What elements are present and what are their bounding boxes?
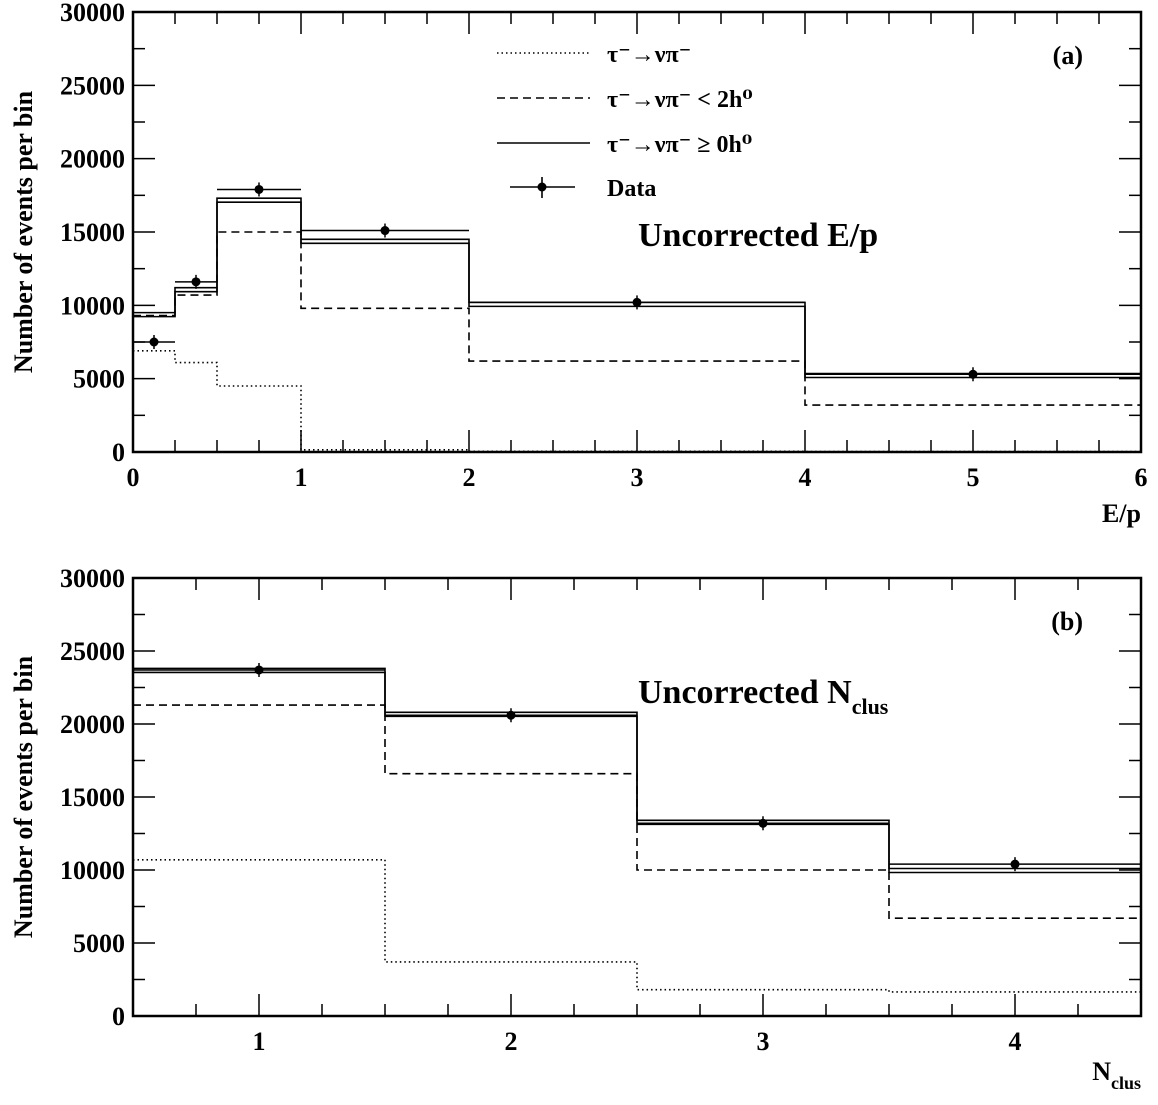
legend-entry-data: Data — [510, 176, 656, 202]
legend-label-data: Data — [607, 176, 656, 202]
y-tick-label: 30000 — [60, 0, 125, 27]
x-axis-label-b-main: N — [1092, 1057, 1111, 1086]
x-tick-label: 3 — [631, 463, 644, 492]
y-tick-label: 10000 — [60, 291, 125, 320]
data-point — [637, 816, 889, 831]
legend-entry-solid: τ⁻→νπ⁻ ≥ 0h⁰ — [497, 132, 752, 158]
x-axis-label-b-sub: clus — [1111, 1073, 1141, 1093]
annotation-b-sub: clus — [852, 694, 889, 719]
data-point-marker — [506, 710, 516, 720]
data-point — [469, 295, 805, 310]
y-tick-label: 20000 — [60, 145, 125, 174]
y-tick-label: 10000 — [60, 856, 125, 885]
y-tick-label: 0 — [112, 438, 125, 467]
x-tick-label: 6 — [1135, 463, 1148, 492]
legend-label-solid: τ⁻→νπ⁻ ≥ 0h⁰ — [607, 132, 752, 158]
x-tick-label: 1 — [295, 463, 308, 492]
y-tick-label: 5000 — [73, 365, 125, 394]
y-tick-label: 15000 — [60, 783, 125, 812]
y-tick-label: 15000 — [60, 218, 125, 247]
legend-label-dashed: τ⁻→νπ⁻ < 2h⁰ — [607, 87, 753, 113]
x-tick-label: 0 — [127, 463, 140, 492]
y-tick-label: 25000 — [60, 637, 125, 666]
y-tick-label: 5000 — [73, 929, 125, 958]
x-tick-label: 5 — [967, 463, 980, 492]
data-point — [889, 857, 1141, 872]
histogram-dashed — [133, 231, 1141, 406]
histogram-solid-lower — [133, 201, 1141, 379]
x-axis-label-b: Nclus — [1092, 1057, 1141, 1093]
y-tick-label: 0 — [112, 1002, 125, 1031]
x-tick-label: 3 — [757, 1027, 770, 1056]
annotation-a: Uncorrected E/p — [638, 217, 878, 254]
x-axis-label-a: E/p — [1102, 499, 1141, 528]
y-tick-label: 20000 — [60, 710, 125, 739]
data-point-marker — [254, 184, 264, 194]
data-point — [133, 662, 385, 677]
data-point — [133, 335, 175, 349]
legend: τ⁻→νπ⁻ τ⁻→νπ⁻ < 2h⁰ τ⁻→νπ⁻ ≥ 0h⁰ Data — [497, 42, 753, 202]
y-tick-label: 30000 — [60, 564, 125, 593]
y-axis-label-a: Number of events per bin — [9, 90, 38, 373]
x-tick-label: 4 — [799, 463, 812, 492]
annotation-b: Uncorrected Nclus — [638, 674, 889, 719]
histogram-dotted — [133, 350, 1141, 453]
legend-swatch-data-point — [537, 182, 547, 192]
data-point-marker — [254, 665, 264, 675]
data-point — [805, 367, 1141, 382]
y-axis-label-b: Number of events per bin — [9, 655, 38, 938]
data-point-marker — [191, 277, 201, 287]
x-tick-label: 1 — [253, 1027, 266, 1056]
data-point — [385, 708, 637, 723]
y-tick-label: 25000 — [60, 71, 125, 100]
panel-a: 0 5000 10000 15000 20000 25000 30000 0 1 2 3 4 5 6 Nu… — [9, 0, 1148, 528]
panel-tag-b: (b) — [1051, 607, 1083, 636]
data-point — [301, 223, 469, 238]
data-point-marker — [758, 818, 768, 828]
data-point-marker — [968, 369, 978, 379]
x-tick-label: 4 — [1009, 1027, 1022, 1056]
annotation-b-main: Uncorrected N — [638, 674, 852, 711]
legend-entry-dotted: τ⁻→νπ⁻ — [497, 42, 691, 68]
data-point-marker — [1010, 859, 1020, 869]
x-tick-label: 2 — [463, 463, 476, 492]
data-point-marker — [632, 297, 642, 307]
histogram-solid-upper — [133, 197, 1141, 375]
legend-entry-dashed: τ⁻→νπ⁻ < 2h⁰ — [497, 87, 753, 113]
data-point — [217, 182, 301, 197]
legend-label-dotted: τ⁻→νπ⁻ — [607, 42, 691, 68]
data-point-marker — [380, 226, 390, 236]
data-point — [175, 274, 217, 289]
histogram-dotted — [133, 858, 1141, 993]
panel-b: 0 5000 10000 15000 20000 25000 30000 1 2 3 4 Numbe… — [9, 564, 1143, 1093]
x-tick-label: 2 — [505, 1027, 518, 1056]
data-point-marker — [149, 337, 159, 347]
panel-tag-a: (a) — [1053, 41, 1083, 70]
